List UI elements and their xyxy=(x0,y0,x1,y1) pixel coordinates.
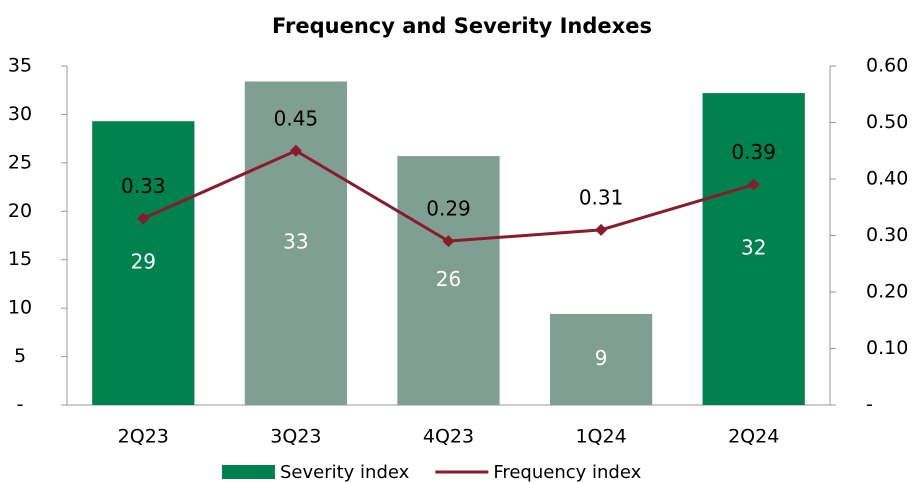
y-tick-label: 20 xyxy=(8,200,32,222)
line-value-label: 0.31 xyxy=(579,185,624,209)
y2-tick-label: 0.50 xyxy=(866,111,908,133)
x-tick-label: 4Q23 xyxy=(423,426,474,448)
bar xyxy=(244,81,348,406)
y-tick-label: 25 xyxy=(8,151,32,173)
line-value-label: 0.39 xyxy=(731,140,776,164)
bar xyxy=(549,313,653,405)
x-tick-label: 2Q24 xyxy=(728,426,779,448)
line-value-label: 0.45 xyxy=(274,106,319,130)
bar xyxy=(92,121,195,406)
y2-tick-label: 0.40 xyxy=(866,168,908,190)
bar-value-label: 33 xyxy=(283,230,308,254)
y-tick-label: 15 xyxy=(8,248,32,270)
bar-value-label: 29 xyxy=(131,250,156,274)
legend-label: Severity index xyxy=(280,462,410,483)
y2-tick-label: 0.30 xyxy=(866,224,908,246)
line-marker xyxy=(289,144,302,157)
y2-tick-label: 0.10 xyxy=(866,337,908,359)
bar-value-label: 26 xyxy=(436,267,461,291)
line-marker xyxy=(442,235,455,248)
y-tick-label: 5 xyxy=(14,345,26,367)
line-marker xyxy=(595,223,608,236)
line-marker xyxy=(137,212,150,225)
y2-tick-label: 0.60 xyxy=(866,55,908,77)
bar xyxy=(397,156,500,405)
y-tick-label: 35 xyxy=(8,55,32,77)
bar xyxy=(702,93,805,406)
legend-swatch xyxy=(222,465,275,479)
y-tick-label: - xyxy=(17,394,24,416)
y2-tick-label: 0.20 xyxy=(866,281,908,303)
bar-value-label: 32 xyxy=(741,236,766,260)
line-value-label: 0.33 xyxy=(121,174,166,198)
y-tick-label: 10 xyxy=(8,297,32,319)
x-tick-label: 1Q24 xyxy=(575,426,626,448)
bar-value-label: 9 xyxy=(595,346,608,370)
legend-label: Frequency index xyxy=(493,462,641,483)
x-tick-label: 2Q23 xyxy=(118,426,169,448)
y2-tick-label: - xyxy=(866,394,873,416)
line-value-label: 0.29 xyxy=(426,197,471,221)
chart-title: Frequency and Severity Indexes xyxy=(272,14,652,38)
line-marker xyxy=(747,178,760,191)
x-tick-label: 3Q23 xyxy=(270,426,321,448)
y-tick-label: 30 xyxy=(8,103,32,125)
